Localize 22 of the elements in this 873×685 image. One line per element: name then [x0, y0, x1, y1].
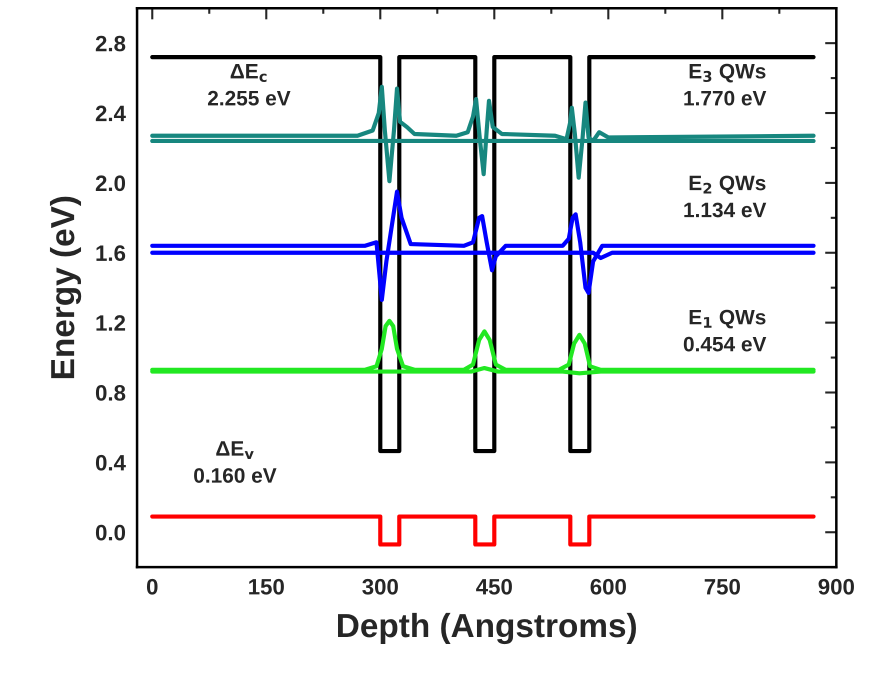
annotation: ΔE$_{c}$ 2.255 eV [208, 64, 291, 106]
x-tick-label: 150 [249, 578, 284, 595]
y-tick-label: 1.6 [96, 245, 126, 262]
x-tick-label: 0 [146, 578, 158, 595]
annotation: ΔE$_{v}$ 0.160 eV [194, 441, 277, 483]
x-tick-label: 900 [818, 578, 854, 595]
y-tick-label: 2.0 [96, 175, 126, 192]
x-axis-title: Depth (Angstroms) [338, 612, 636, 644]
y-axis-title: Energy (eV) [50, 196, 82, 378]
y-tick-label: 0.0 [96, 524, 126, 541]
x-tick-label: 600 [590, 578, 626, 595]
x-tick-label: 750 [704, 578, 740, 595]
annotation: E$_{1}$ QWs 0.454 eV [684, 310, 766, 352]
y-tick-label: 1.2 [96, 315, 126, 331]
y-tick-label: 2.8 [96, 36, 126, 52]
y-tick-label: 0.4 [96, 454, 126, 471]
x-tick-label: 450 [476, 578, 512, 595]
y-tick-label: 2.4 [96, 106, 126, 122]
x-tick-label: 300 [362, 578, 398, 595]
annotation: E$_{3}$ QWs 1.770 eV [684, 64, 766, 106]
y-tick-label: 0.8 [96, 385, 126, 401]
annotation: E$_{2}$ QWs 1.134 eV [684, 176, 766, 218]
